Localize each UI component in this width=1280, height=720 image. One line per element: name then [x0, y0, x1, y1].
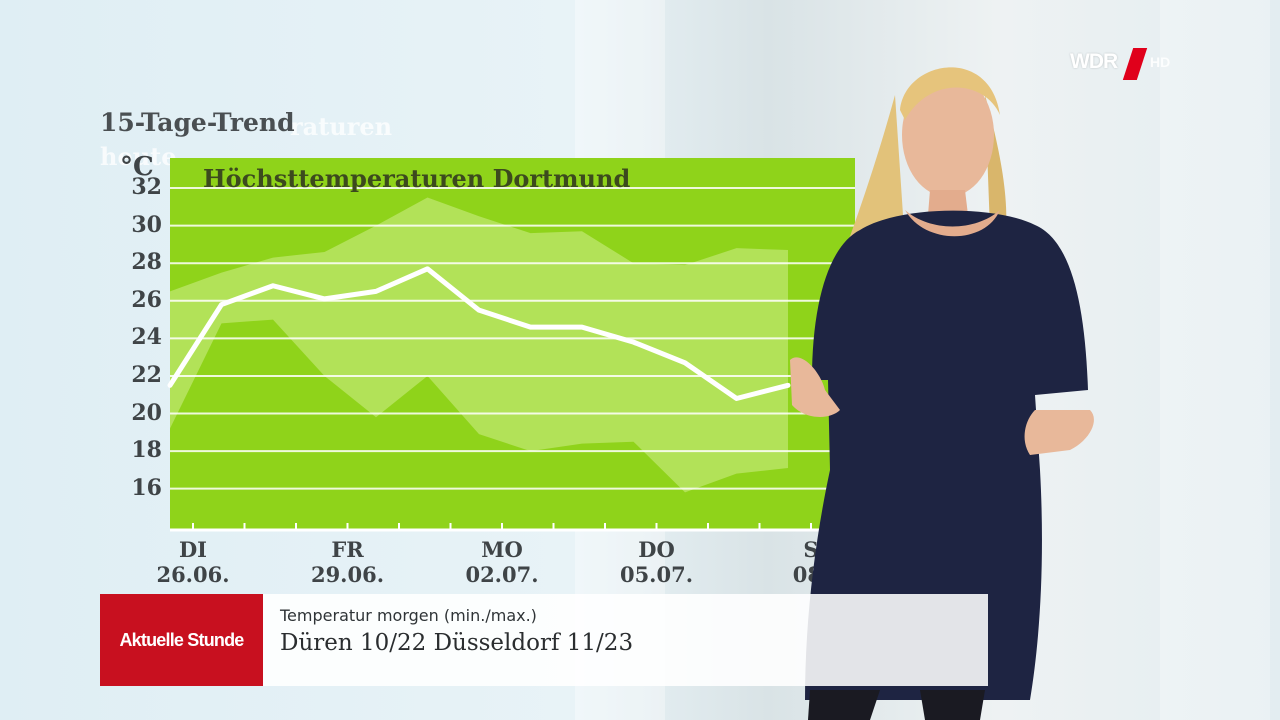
ghost-label-line: raturen — [290, 112, 393, 141]
hd-badge: HD — [1150, 54, 1171, 70]
x-tick-weekday: MO — [481, 537, 523, 562]
x-tick-weekday: DO — [638, 537, 675, 562]
x-tick-label: DO 05.07. — [602, 537, 712, 587]
unit-label: °C — [120, 152, 154, 182]
ghost-label-line: heute — [100, 142, 177, 171]
y-tick-label: 28 — [131, 249, 162, 276]
background-panel — [1160, 0, 1270, 720]
section-label: 15-Tage-Trend — [100, 108, 295, 137]
y-tick-label: 18 — [131, 437, 162, 464]
x-tick-date: 02.07. — [465, 562, 539, 587]
lower-third-headline: Düren 10/22 Düsseldorf 11/23 — [280, 630, 634, 656]
x-tick-weekday: S — [803, 537, 819, 562]
y-tick-label: 32 — [131, 174, 162, 201]
x-tick-weekday: FR — [331, 537, 364, 562]
x-tick-label: MO 02.07. — [447, 537, 557, 587]
channel-logo: WDR HD — [1070, 46, 1180, 80]
y-tick-label: 16 — [131, 474, 162, 501]
lower-third-subtitle: Temperatur morgen (min./max.) — [280, 606, 537, 625]
logo-slash-mark — [1122, 48, 1148, 80]
uncertainty-band — [170, 197, 788, 493]
x-tick-date: 26.06. — [156, 562, 230, 587]
ghost-background-label: raturen heute — [100, 112, 400, 172]
lower-third-brand: Aktuelle Stunde — [100, 594, 263, 686]
y-tick-label: 24 — [131, 324, 162, 351]
x-tick-weekday: DI — [178, 537, 208, 562]
chart-title: Höchsttemperaturen Dortmund — [203, 164, 631, 193]
presenter-silhouette — [790, 67, 1094, 720]
brand-label: Aktuelle Stunde — [119, 629, 244, 650]
channel-logo-text: WDR — [1070, 50, 1118, 73]
x-tick-date: 29.06. — [310, 562, 385, 587]
x-tick-label: DI 26.06. — [138, 537, 248, 587]
y-tick-label: 22 — [131, 361, 162, 388]
lower-third: Temperatur morgen (min./max.) Düren 10/2… — [263, 594, 988, 686]
x-tick-label: FR 29.06. — [293, 537, 403, 587]
y-tick-label: 20 — [131, 399, 162, 426]
x-tick-date: 05.07. — [619, 562, 694, 587]
y-tick-label: 26 — [131, 286, 162, 313]
y-tick-label: 30 — [131, 211, 162, 238]
